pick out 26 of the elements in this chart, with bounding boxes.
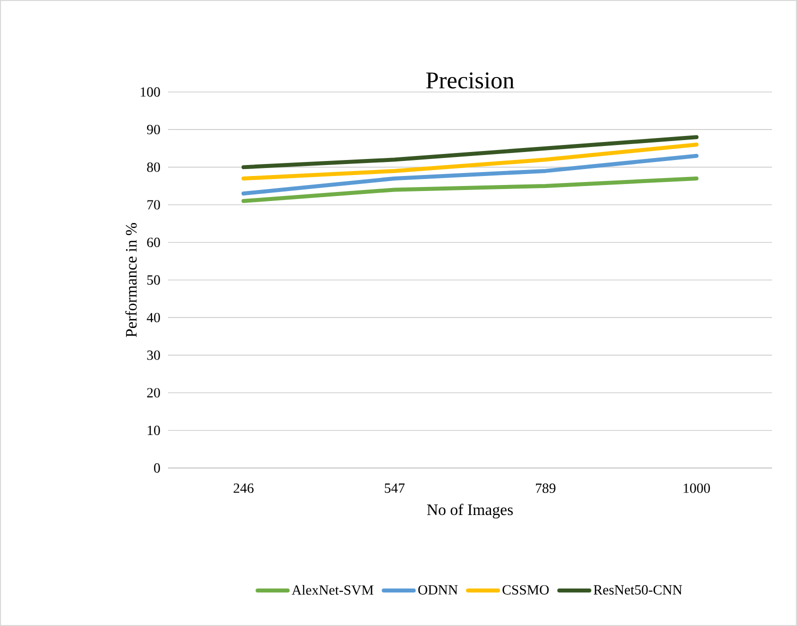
y-tick-label: 10: [148, 426, 160, 436]
legend-label: AlexNet-SVM: [292, 584, 374, 595]
legend-label: ResNet50-CNN: [594, 585, 682, 595]
y-tick-label: 40: [146, 312, 160, 322]
line-series: [242, 135, 699, 170]
y-tick-label: 50: [147, 275, 160, 285]
line-series: [242, 176, 699, 204]
x-axis-title: No of Images: [427, 504, 513, 518]
y-axis-title: Performance in %: [125, 222, 137, 338]
legend-label: CSSMO: [502, 585, 549, 595]
y-tick-label: 70: [147, 200, 160, 210]
y-tick-label: 20: [147, 388, 160, 398]
y-tick-label: 0: [154, 463, 160, 473]
chart-title: Precision: [426, 72, 514, 88]
line-series: [242, 142, 699, 180]
y-tick-label: 90: [146, 124, 160, 134]
x-tick-label: 789: [536, 484, 556, 493]
x-tick-label: 1000: [684, 484, 710, 493]
legend-label: ODNN: [418, 585, 458, 595]
y-tick-label: 60: [147, 238, 160, 248]
y-tick-label: 80: [147, 162, 160, 172]
y-tick-label: 100: [140, 87, 160, 97]
y-tick-label: 30: [147, 350, 160, 360]
x-tick-label: 246: [234, 484, 254, 493]
line-series: [242, 154, 699, 196]
x-tick-label: 547: [384, 484, 405, 493]
